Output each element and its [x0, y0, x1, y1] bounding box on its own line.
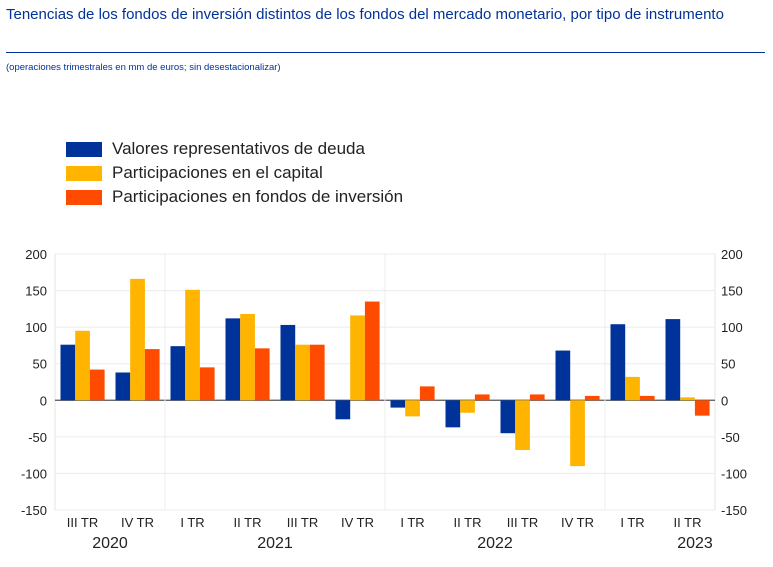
y-tick-label-right: -50 [721, 430, 740, 445]
bar [474, 394, 490, 401]
y-tick-label-right: 50 [721, 357, 735, 372]
bar [445, 400, 461, 428]
y-tick-label-left: 150 [25, 284, 47, 299]
bar [419, 386, 435, 401]
legend-swatch [66, 189, 102, 205]
x-tick-label: I TR [180, 515, 204, 530]
bar [555, 350, 571, 401]
bar [254, 348, 270, 401]
bar [280, 324, 296, 401]
y-tick-label-left: 0 [40, 393, 47, 408]
x-tick-label: III TR [507, 515, 539, 530]
y-tick-label-right: 0 [721, 393, 728, 408]
bar [60, 344, 76, 401]
bar [75, 330, 90, 401]
title-divider [6, 52, 765, 53]
x-tick-label: II TR [454, 515, 482, 530]
x-tick-label: III TR [67, 515, 99, 530]
x-tick-label: III TR [287, 515, 319, 530]
bar [309, 344, 325, 401]
x-tick-label: I TR [400, 515, 424, 530]
year-label: 2023 [677, 535, 713, 552]
bar [89, 369, 105, 401]
bar [130, 278, 145, 401]
year-label: 2022 [477, 535, 513, 552]
x-tick-label: I TR [620, 515, 644, 530]
bar [680, 397, 695, 401]
x-tick-label: II TR [234, 515, 262, 530]
bar [115, 372, 131, 401]
bar [460, 400, 475, 413]
bar [199, 367, 215, 401]
bar [639, 395, 655, 401]
legend-item-equity: Participaciones en el capital [66, 161, 403, 185]
bar [584, 395, 600, 401]
y-tick-label-right: -100 [721, 466, 747, 481]
bar [405, 400, 420, 417]
bar [225, 318, 241, 401]
x-tick-label: IV TR [341, 515, 374, 530]
chart-subtitle: (operaciones trimestrales en mm de euros… [6, 62, 281, 73]
bar [170, 346, 186, 401]
y-tick-label-left: 200 [25, 247, 47, 262]
bar [610, 324, 626, 401]
bar [515, 400, 530, 451]
y-tick-label-right: 150 [721, 284, 743, 299]
bar [295, 344, 310, 401]
bar [144, 349, 160, 401]
legend-swatch [66, 165, 102, 181]
year-label: 2020 [92, 535, 128, 552]
x-tick-label: II TR [674, 515, 702, 530]
year-label: 2021 [257, 535, 293, 552]
y-tick-label-left: -100 [21, 466, 47, 481]
bar [665, 319, 681, 401]
legend-item-debt: Valores representativos de deuda [66, 137, 403, 161]
legend-swatch [66, 141, 102, 157]
y-tick-label-right: -150 [721, 503, 747, 518]
legend: Valores representativos de deuda Partici… [66, 137, 403, 209]
x-tick-label: IV TR [561, 515, 594, 530]
bar [625, 376, 640, 401]
y-tick-label-left: 100 [25, 320, 47, 335]
bar [350, 315, 365, 401]
chart-title: Tenencias de los fondos de inversión dis… [6, 6, 724, 23]
bar [500, 400, 516, 434]
legend-label: Valores representativos de deuda [112, 139, 365, 158]
y-tick-label-right: 200 [721, 247, 743, 262]
bar [570, 400, 585, 467]
bar [529, 394, 545, 401]
legend-item-fund-shares: Participaciones en fondos de inversión [66, 185, 403, 209]
y-tick-label-left: -150 [21, 503, 47, 518]
y-tick-label-left: 50 [33, 357, 47, 372]
bar [390, 400, 406, 408]
bar [185, 289, 200, 401]
y-tick-label-left: -50 [28, 430, 47, 445]
x-tick-label: IV TR [121, 515, 154, 530]
legend-label: Participaciones en fondos de inversión [112, 187, 404, 206]
legend-label: Participaciones en el capital [112, 163, 323, 182]
bar [694, 400, 710, 416]
bar [364, 301, 380, 401]
y-tick-label-right: 100 [721, 320, 743, 335]
bar [240, 313, 255, 401]
bar [335, 400, 351, 420]
